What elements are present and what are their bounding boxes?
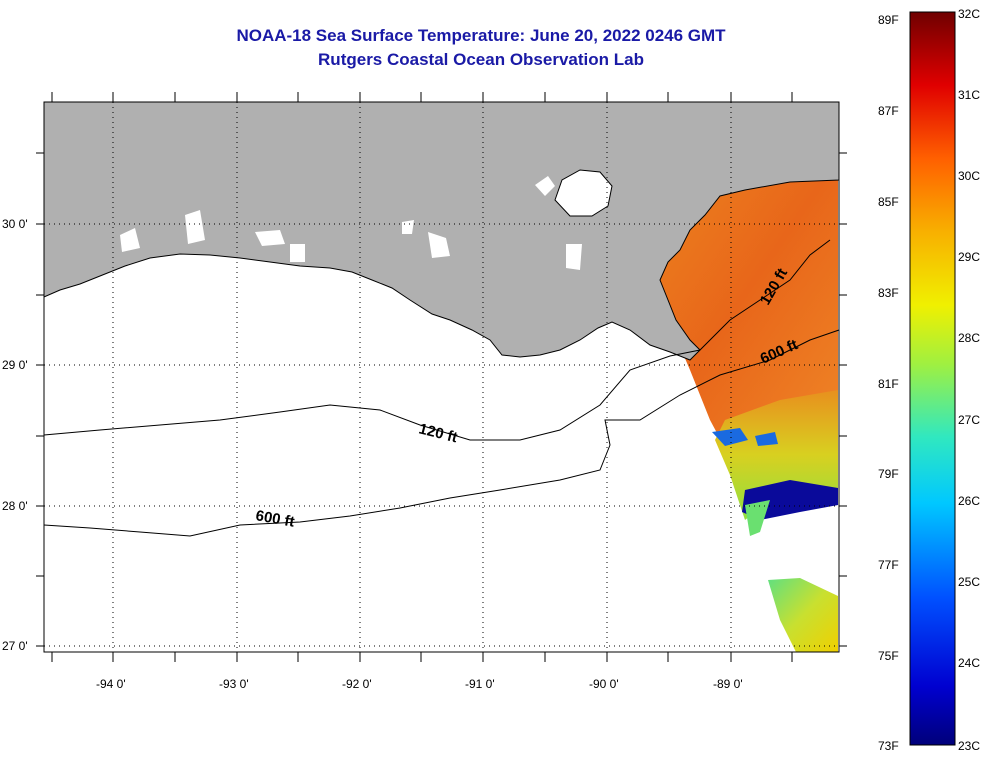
lon-label: -92 0': [342, 677, 372, 691]
colorbar-celsius-label: 31C: [958, 88, 980, 102]
lat-label: 29 0': [2, 358, 28, 372]
lon-label: -94 0': [96, 677, 126, 691]
colorbar-fahrenheit-label: 81F: [878, 377, 899, 391]
lat-label: 30 0': [2, 217, 28, 231]
lon-label: -91 0': [465, 677, 495, 691]
map-title: NOAA-18 Sea Surface Temperature: June 20…: [236, 26, 726, 45]
lat-label: 28 0': [2, 499, 28, 513]
graticule: [44, 102, 839, 652]
frame-ticks: [36, 92, 847, 662]
sst-green-edge: [745, 500, 770, 536]
colorbar-celsius-label: 24C: [958, 656, 980, 670]
colorbar: [909, 11, 956, 746]
contour-label: 600 ft: [254, 507, 296, 531]
lon-label: -89 0': [713, 677, 743, 691]
colorbar-fahrenheit-label: 73F: [878, 739, 899, 753]
lon-label: -93 0': [219, 677, 249, 691]
colorbar-celsius-label: 27C: [958, 413, 980, 427]
colorbar-celsius-label: 25C: [958, 575, 980, 589]
contour-120ft: [43, 239, 831, 441]
map-frame: [43, 101, 840, 653]
land-mass: [43, 101, 840, 361]
colorbar-fahrenheit-label: 89F: [878, 13, 899, 27]
lake-pontchartrain: [554, 169, 613, 217]
sst-bottom-swath: [768, 578, 838, 652]
contour-600ft: [43, 329, 840, 537]
colorbar-celsius-label: 26C: [958, 494, 980, 508]
lat-label: 27 0': [2, 639, 28, 653]
colorbar-fahrenheit-label: 87F: [878, 104, 899, 118]
colorbar-celsius-label: 23C: [958, 739, 980, 753]
map-subtitle: Rutgers Coastal Ocean Observation Lab: [318, 50, 644, 69]
colorbar-celsius-label: 29C: [958, 250, 980, 264]
colorbar-fahrenheit-label: 83F: [878, 286, 899, 300]
colorbar-fahrenheit-label: 85F: [878, 195, 899, 209]
colorbar-celsius-label: 28C: [958, 331, 980, 345]
lon-label: -90 0': [589, 677, 619, 691]
lake-small: [120, 176, 582, 270]
colorbar-fahrenheit-label: 77F: [878, 558, 899, 572]
sst-cool-patch: [712, 428, 778, 446]
colorbar-fahrenheit-label: 75F: [878, 649, 899, 663]
colorbar-celsius-label: 30C: [958, 169, 980, 183]
colorbar-fahrenheit-label: 79F: [878, 467, 899, 481]
colorbar-celsius-label: 32C: [958, 7, 980, 21]
